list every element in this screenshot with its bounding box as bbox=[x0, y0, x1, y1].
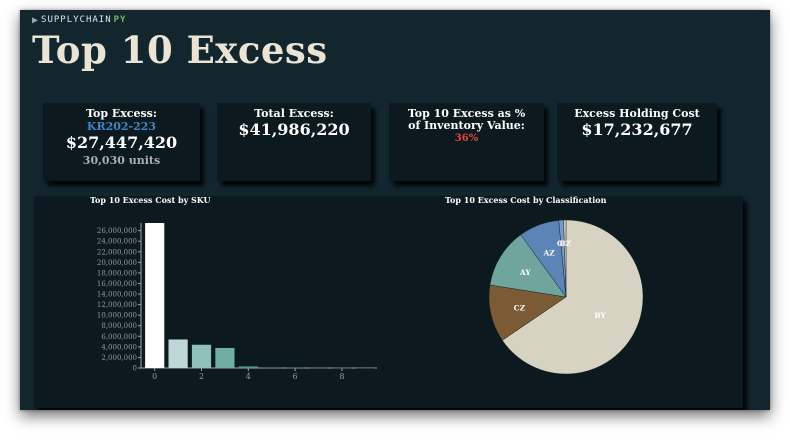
kpi-top-excess-sku: KR202-223 bbox=[86, 120, 157, 133]
bar bbox=[262, 367, 282, 369]
bar bbox=[215, 347, 235, 368]
y-tick-label: 24,000,000 bbox=[97, 238, 137, 246]
bar bbox=[238, 366, 258, 368]
x-tick-label: 2 bbox=[199, 372, 204, 381]
kpi-pct-inventory-value: 36% bbox=[454, 133, 479, 144]
pie-slice bbox=[502, 219, 644, 375]
bar-chart-title: Top 10 Excess Cost by SKU bbox=[90, 195, 211, 205]
x-tick-label: 8 bbox=[339, 372, 344, 381]
pie-slice bbox=[489, 234, 567, 298]
kpi-top-excess-units: 30,030 units bbox=[82, 154, 161, 167]
pie-slice-label: AY bbox=[519, 268, 531, 277]
kpi-pct-inventory-label: Top 10 Excess as % of Inventory Value: bbox=[407, 107, 526, 132]
bar bbox=[355, 367, 375, 369]
pie-slice bbox=[563, 219, 567, 298]
kpi-top-excess-label: Top Excess: bbox=[86, 107, 157, 120]
page-title: Top 10 Excess bbox=[32, 28, 328, 72]
bar bbox=[285, 367, 305, 369]
x-tick-label: 6 bbox=[293, 372, 298, 381]
y-tick-label: 26,000,000 bbox=[97, 227, 137, 235]
bar bbox=[332, 367, 352, 369]
kpi-card-pct-inventory: Top 10 Excess as % of Inventory Value: 3… bbox=[389, 103, 544, 181]
y-tick-label: 20,000,000 bbox=[97, 259, 137, 267]
logo-text: SUPPLYCHAIN bbox=[41, 15, 112, 25]
y-tick-label: 2,000,000 bbox=[101, 354, 137, 362]
bar bbox=[308, 367, 329, 369]
kpi-holding-cost-value: $17,232,677 bbox=[581, 120, 693, 139]
kpi-total-excess-label: Total Excess: bbox=[254, 107, 334, 120]
pie-slice-label: BY bbox=[594, 311, 606, 320]
kpi-total-excess-value: $41,986,220 bbox=[238, 120, 350, 139]
y-tick-label: 6,000,000 bbox=[101, 333, 137, 341]
y-tick-label: 10,000,000 bbox=[97, 312, 137, 320]
app-logo: ▶ SUPPLYCHAIN PY bbox=[32, 13, 126, 27]
kpi-card-total-excess: Total Excess: $41,986,220 bbox=[217, 103, 371, 181]
y-tick-label: 8,000,000 bbox=[101, 322, 137, 330]
dashboard-window: ▶ SUPPLYCHAIN PY Top 10 Excess Top Excess… bbox=[20, 10, 770, 410]
kpi-holding-cost-label: Excess Holding Cost bbox=[574, 107, 700, 120]
pie-chart-title: Top 10 Excess Cost by Classification bbox=[445, 195, 607, 205]
x-tick-label: 0 bbox=[152, 372, 157, 381]
kpi-card-top-excess: Top Excess: KR202-223 $27,447,420 30,030… bbox=[43, 103, 200, 181]
y-tick-label: 18,000,000 bbox=[97, 269, 137, 277]
kpi-top-excess-value: $27,447,420 bbox=[65, 133, 178, 152]
y-tick-label: 16,000,000 bbox=[97, 280, 137, 288]
bar bbox=[191, 344, 212, 368]
x-tick-label: 4 bbox=[246, 372, 251, 381]
y-tick-label: 0 bbox=[133, 365, 137, 373]
charts-panel: Top 10 Excess Cost by SKU Top 10 Excess … bbox=[34, 195, 743, 408]
y-tick-label: 22,000,000 bbox=[97, 248, 137, 256]
logo-accent: PY bbox=[113, 15, 127, 25]
pie-slice-label: CZ bbox=[514, 303, 526, 312]
y-tick-label: 12,000,000 bbox=[97, 301, 137, 309]
y-tick-label: 4,000,000 bbox=[101, 343, 137, 351]
kpi-card-holding-cost: Excess Holding Cost $17,232,677 bbox=[557, 103, 717, 181]
bar bbox=[168, 339, 188, 368]
y-tick-label: 14,000,000 bbox=[97, 291, 137, 299]
bar bbox=[145, 223, 165, 368]
bar-chart: 0 2,000,000 4,000,000 6,000,000 8,000,000 10,… bbox=[97, 223, 377, 381]
pie-slice-label: AZ bbox=[542, 248, 555, 257]
truck-icon: ▶ bbox=[32, 14, 40, 26]
pie-slice-label: CY bbox=[557, 239, 569, 248]
pie-slice-label: BZ bbox=[559, 239, 571, 248]
